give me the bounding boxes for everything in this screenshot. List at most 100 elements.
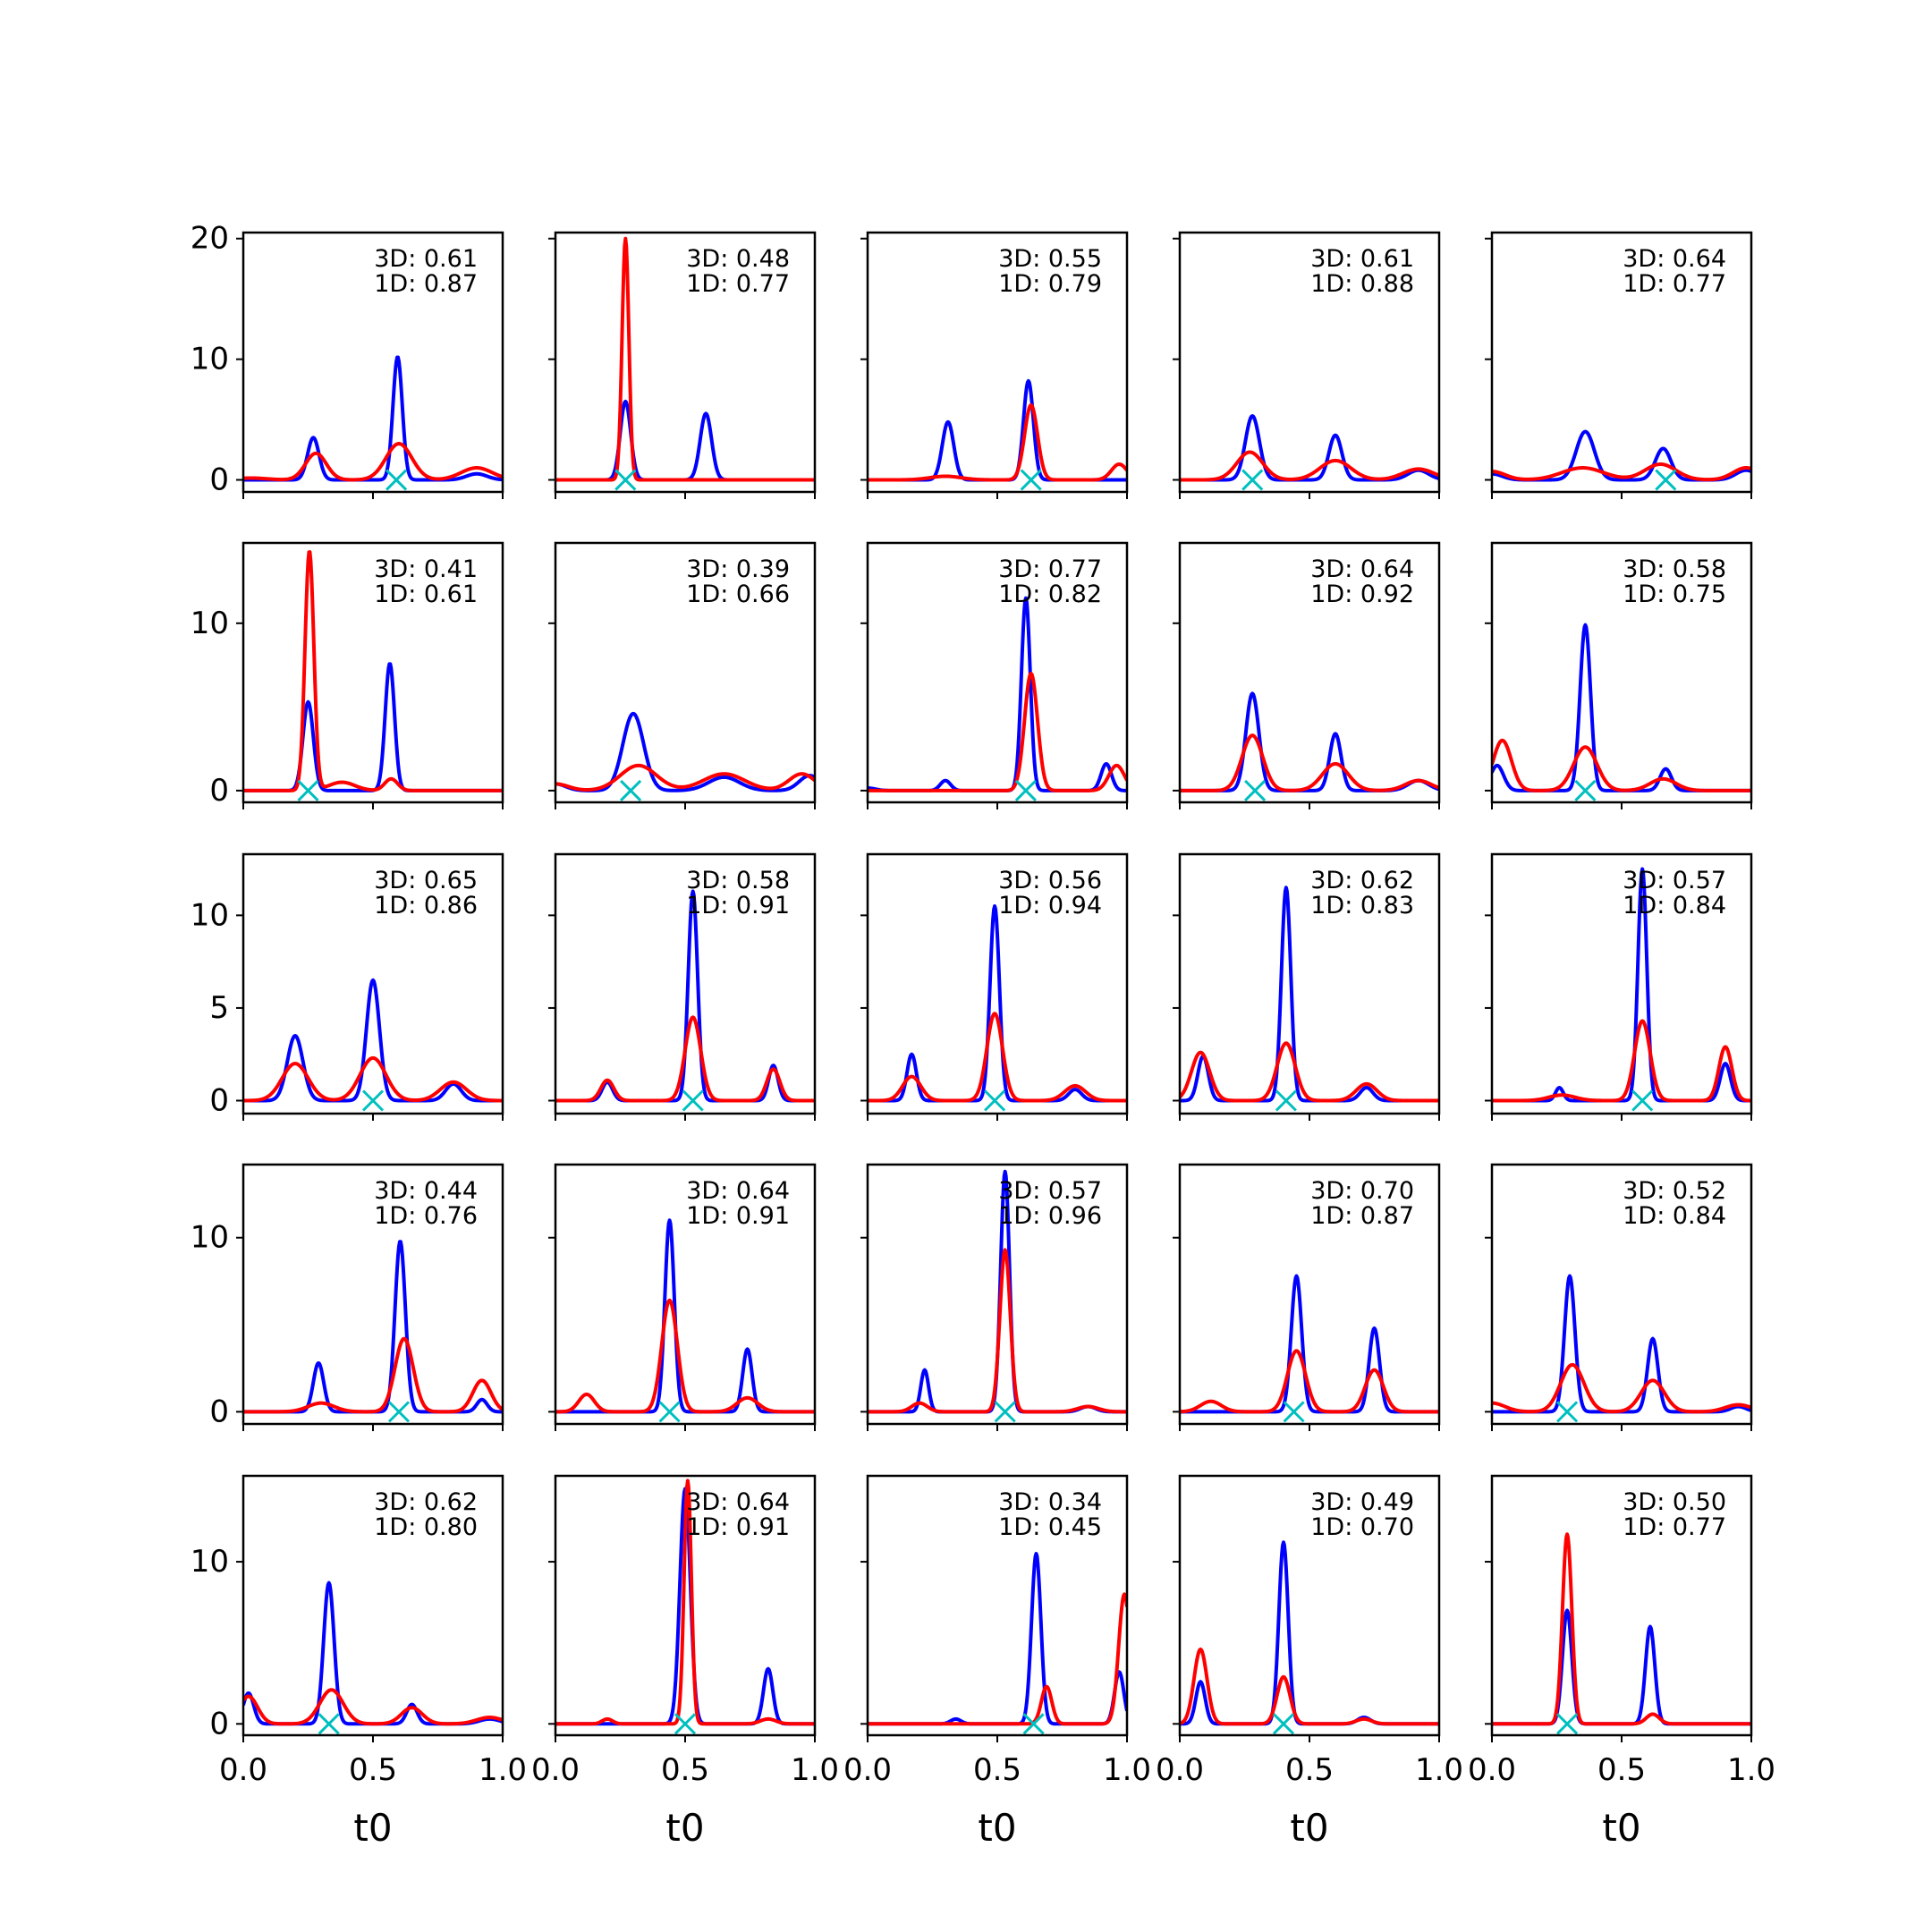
score-1d-label: 1D: 0.91 [686,892,790,919]
plot-area [1492,429,1751,491]
marker-x [386,469,408,491]
marker-x [1020,469,1042,491]
score-1d-label: 1D: 0.61 [374,580,478,608]
score-1d-label: 1D: 0.75 [1623,580,1726,608]
plot-area [243,978,503,1112]
marker-x [658,1401,681,1423]
y-tick-label: 0 [209,773,229,809]
x-tick-label: 1.0 [479,1752,527,1788]
series-1d-line [1492,738,1751,792]
y-tick-label: 0 [209,462,229,498]
marker-x [1241,469,1264,491]
score-1d-label: 1D: 0.92 [1310,580,1414,608]
marker-x [1283,1401,1305,1423]
plot-area [1180,414,1439,491]
plot-area [555,1479,815,1735]
series-1d-line [555,1298,815,1414]
series-1d-line [868,402,1127,482]
series-3d-line [1492,1274,1751,1414]
series-1d-line [868,1592,1127,1726]
plot-area [555,236,815,491]
x-tick-label: 0.5 [349,1752,397,1788]
marker-x [318,1713,340,1735]
series-3d-line [868,1552,1127,1726]
series-3d-line [555,1218,815,1414]
score-3d-label: 3D: 0.61 [374,245,478,273]
score-1d-label: 1D: 0.86 [374,892,478,919]
x-axis-label: t0 [353,1806,392,1850]
x-tick-label: 1.0 [791,1752,839,1788]
marker-x [1275,1089,1297,1112]
series-1d-line [243,1055,503,1103]
score-3d-label: 3D: 0.64 [686,1177,790,1205]
score-3d-label: 3D: 0.50 [1623,1488,1726,1516]
plot-area [1492,1274,1751,1423]
x-tick-label: 0.5 [1597,1752,1646,1788]
score-1d-label: 1D: 0.66 [686,580,790,608]
series-3d-line [1180,1274,1439,1414]
plot-area [555,1218,815,1423]
x-tick-label: 0.0 [843,1752,892,1788]
marker-x [1631,1089,1654,1112]
score-3d-label: 3D: 0.44 [374,1177,478,1205]
series-3d-line [243,355,503,482]
y-tick-label: 10 [191,606,229,641]
x-tick-label: 1.0 [1727,1752,1775,1788]
plot-area [1180,691,1439,801]
series-1d-line [1492,462,1751,482]
series-1d-line [243,1336,503,1414]
series-3d-line [868,378,1127,482]
score-3d-label: 3D: 0.52 [1623,1177,1726,1205]
series-1d-line [1180,1349,1439,1414]
y-tick-label: 0 [209,1083,229,1119]
marker-x [674,1713,697,1735]
series-3d-line [1180,414,1439,482]
series-1d-line [868,671,1127,792]
y-tick-label: 10 [191,1220,229,1256]
y-tick-label: 20 [191,221,229,257]
series-1d-line [1180,450,1439,482]
score-3d-label: 3D: 0.41 [374,555,478,583]
score-1d-label: 1D: 0.88 [1310,270,1414,298]
marker-x [1014,779,1037,801]
x-tick-label: 0.0 [531,1752,580,1788]
series-3d-line [555,399,815,482]
score-3d-label: 3D: 0.49 [1310,1488,1414,1516]
score-3d-label: 3D: 0.57 [998,1177,1102,1205]
series-3d-line [1180,691,1439,792]
x-axis-label: t0 [1290,1806,1328,1850]
series-3d-line [1180,886,1439,1103]
plot-area [868,1552,1127,1735]
series-3d-line [1492,1608,1751,1726]
plot-area [1492,1532,1751,1735]
marker-x [297,779,319,801]
series-3d-line [243,978,503,1103]
marker-x [1022,1713,1045,1735]
series-1d-line [555,763,815,792]
score-3d-label: 3D: 0.64 [1310,555,1414,583]
plot-area [868,596,1127,801]
series-1d-line [243,1688,503,1726]
score-1d-label: 1D: 0.84 [1623,1202,1726,1230]
marker-x [387,1401,411,1423]
series-1d-line [555,1015,815,1103]
plot-area [1180,1540,1439,1735]
plot-area [868,904,1127,1112]
x-tick-label: 0.5 [1285,1752,1334,1788]
plot-area [243,550,503,801]
series-1d-line [868,1248,1127,1414]
